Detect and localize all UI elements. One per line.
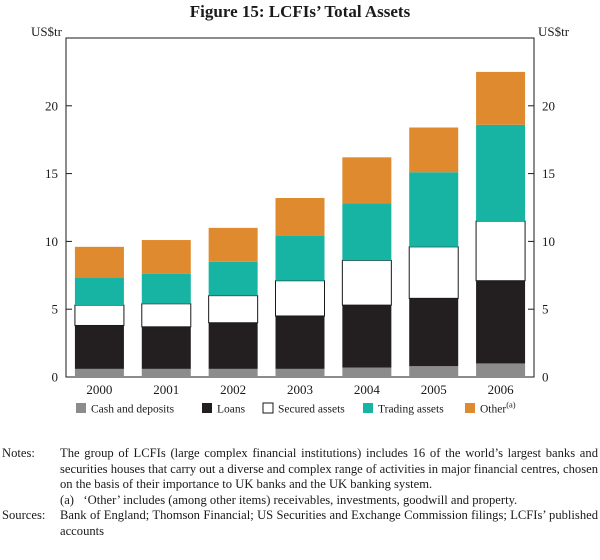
- bar-segment-loans-2001: [141, 326, 191, 369]
- bar-segment-cash-and-deposits-2000: [74, 368, 124, 377]
- bar-segment-other-a-2003: [275, 198, 325, 236]
- bar-segment-loans-2000: [74, 325, 124, 369]
- figure-title: Figure 15: LCFIs’ Total Assets: [189, 2, 411, 21]
- notes-text: The group of LCFIs (large complex financ…: [60, 446, 598, 492]
- sources-row: Sources: Bank of England; Thomson Financ…: [2, 508, 598, 539]
- bar-segment-trading-assets-2006: [476, 124, 526, 222]
- bar-segment-other-a-2000: [74, 246, 124, 279]
- y-tick-label-right: 20: [542, 98, 555, 113]
- y-tick-label-right: 0: [542, 370, 549, 385]
- x-tick-label: 2000: [86, 382, 112, 397]
- bar-segment-trading-assets-2002: [208, 261, 258, 296]
- notes-section: Notes: The group of LCFIs (large complex…: [2, 446, 598, 540]
- y-tick-label-right: 15: [542, 166, 555, 181]
- y-tick-label-left: 0: [52, 370, 59, 385]
- bar-segment-secured-assets-2006: [475, 220, 526, 282]
- y-axis-unit-left: US$tr: [31, 24, 63, 39]
- y-tick-label-left: 15: [45, 166, 58, 181]
- x-tick-label: 2004: [354, 382, 381, 397]
- bar-segment-cash-and-deposits-2004: [342, 367, 392, 377]
- bar-segment-loans-2004: [342, 305, 392, 368]
- y-tick-label-left: 5: [52, 302, 59, 317]
- x-tick-label: 2006: [488, 382, 515, 397]
- legend-label: Cash and deposits: [91, 404, 175, 416]
- bar-segment-cash-and-deposits-2003: [275, 368, 325, 377]
- stacked-bar-chart: US$tr US$tr 0 0 5 5 10 10 15 15 20 20 2000 2001 2002 20…: [31, 24, 570, 416]
- legend-label: Loans: [217, 404, 246, 416]
- notes-row: Notes: The group of LCFIs (large complex…: [2, 446, 598, 493]
- bar-segment-trading-assets-2003: [275, 235, 325, 281]
- bar-segment-other-a-2001: [141, 240, 191, 274]
- bar-segment-secured-assets-2005: [408, 246, 459, 299]
- bar-segment-other-a-2004: [342, 157, 392, 204]
- y-tick-label-left: 10: [45, 234, 58, 249]
- x-tick-label: 2003: [287, 382, 313, 397]
- bar-segment-secured-assets-2001: [141, 303, 192, 328]
- legend-swatch: [363, 403, 373, 413]
- x-tick-label: 2001: [153, 382, 179, 397]
- bar-segment-loans-2006: [476, 280, 526, 364]
- x-tick-label: 2002: [220, 382, 246, 397]
- sources-label: Sources:: [2, 508, 46, 523]
- legend-swatch: [76, 403, 86, 413]
- notes-label: Notes:: [2, 446, 35, 460]
- bar-segment-other-a-2006: [476, 71, 526, 125]
- bar-segment-secured-assets-2002: [208, 295, 259, 324]
- bar-segment-trading-assets-2000: [74, 278, 124, 306]
- x-tick-label: 2005: [421, 382, 447, 397]
- sources-text: Bank of England; Thomson Financial; US S…: [60, 508, 598, 538]
- y-axis-unit-right: US$tr: [538, 24, 570, 39]
- y-tick-label-left: 20: [45, 98, 58, 113]
- legend-swatch: [262, 402, 274, 414]
- legend-swatch: [202, 403, 212, 413]
- y-tick-label-right: 10: [542, 234, 555, 249]
- bar-segment-cash-and-deposits-2001: [141, 368, 191, 377]
- bar-segment-trading-assets-2001: [141, 273, 191, 304]
- footnote-a: (a) ‘Other’ includes (among other items)…: [60, 492, 518, 507]
- bar-segment-secured-assets-2004: [341, 259, 392, 306]
- bar-segment-other-a-2002: [208, 227, 258, 262]
- legend-swatch: [465, 403, 475, 413]
- bar-segment-loans-2005: [409, 298, 459, 367]
- bar-segment-loans-2003: [275, 315, 325, 369]
- legend-label: Secured assets: [278, 404, 345, 416]
- legend-label: Other(a): [480, 400, 516, 416]
- bar-segment-loans-2002: [208, 322, 258, 369]
- bar-segment-trading-assets-2005: [409, 172, 459, 247]
- bar-segment-other-a-2005: [409, 127, 459, 173]
- bar-segment-secured-assets-2003: [275, 280, 325, 317]
- bar-segment-cash-and-deposits-2002: [208, 368, 258, 377]
- bar-segment-cash-and-deposits-2005: [409, 366, 459, 377]
- bar-segment-trading-assets-2004: [342, 203, 392, 261]
- y-tick-label-right: 5: [542, 302, 549, 317]
- legend-label-superscript: (a): [506, 400, 516, 410]
- legend-label: Trading assets: [378, 404, 444, 416]
- bar-segment-cash-and-deposits-2006: [476, 363, 526, 377]
- bar-segment-secured-assets-2000: [74, 304, 125, 326]
